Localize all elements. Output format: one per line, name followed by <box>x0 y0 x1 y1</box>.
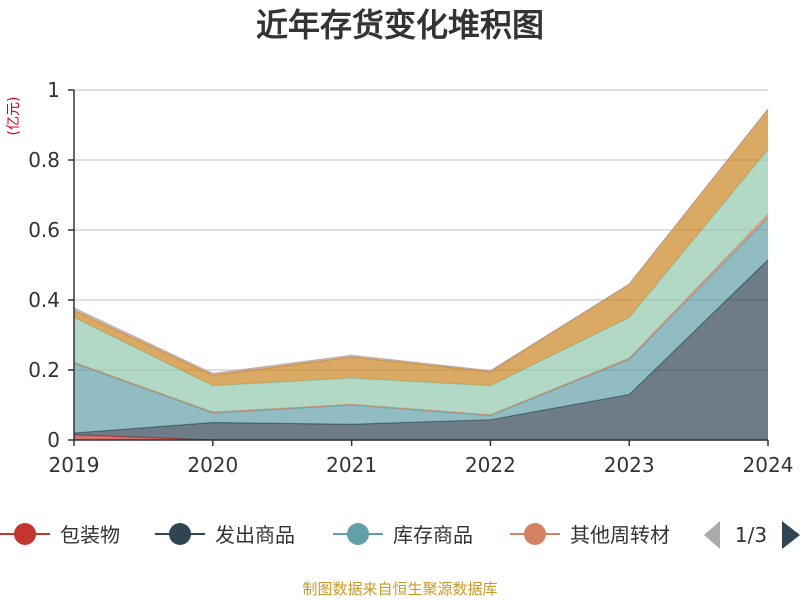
y-tick-label: 0 <box>47 428 60 452</box>
legend-item[interactable]: 其他周转材 <box>510 523 670 547</box>
legend-circle-icon <box>524 523 546 545</box>
x-tick-label: 2023 <box>604 453 655 477</box>
legend-item[interactable]: 发出商品 <box>155 523 295 547</box>
legend-page-indicator: 1/3 <box>735 523 767 547</box>
legend-item[interactable]: 库存商品 <box>333 523 473 547</box>
legend-prev-button[interactable] <box>703 521 720 549</box>
legend-next-button[interactable] <box>782 521 800 549</box>
legend: 包装物 发出商品 库存商品 其他周转材 1/3 <box>0 521 800 549</box>
legend-item[interactable]: 包装物 <box>0 523 120 547</box>
axis-layer: 0 0.2 0.4 0.6 0.8 1 2019 2020 2021 2022 2023 2024 <box>28 78 793 477</box>
x-tick-label: 2019 <box>49 453 100 477</box>
area-line-6 <box>73 108 769 375</box>
y-tick-label: 0.8 <box>28 148 60 172</box>
area-series-1 <box>74 259 768 440</box>
legend-label: 包装物 <box>60 523 120 547</box>
area-layer <box>73 108 769 441</box>
area-series-2 <box>74 217 768 433</box>
x-tick-label: 2022 <box>465 453 516 477</box>
x-tick-label: 2024 <box>743 453 794 477</box>
triangle-right-icon[interactable] <box>782 521 800 549</box>
y-tick-label: 0.4 <box>28 288 60 312</box>
source-text: 制图数据来自恒生聚源数据库 <box>302 580 497 598</box>
legend-label: 库存商品 <box>393 523 473 547</box>
y-tick-label: 0.6 <box>28 218 60 242</box>
legend-label: 其他周转材 <box>570 523 670 547</box>
y-unit-label: (亿元) <box>6 97 22 136</box>
area-series-5 <box>74 109 768 386</box>
x-tick-label: 2020 <box>187 453 238 477</box>
x-tick-label: 2021 <box>326 453 377 477</box>
y-tick-label: 0.2 <box>28 358 60 382</box>
legend-circle-icon <box>347 523 369 545</box>
y-tick-label: 1 <box>47 78 60 102</box>
legend-items: 包装物 发出商品 库存商品 其他周转材 <box>0 523 670 547</box>
triangle-left-icon[interactable] <box>704 521 720 549</box>
legend-circle-icon <box>169 523 191 545</box>
chart-title: 近年存货变化堆积图 <box>256 6 544 44</box>
area-series-4 <box>74 149 768 415</box>
legend-label: 发出商品 <box>215 523 295 547</box>
legend-circle-icon <box>14 523 36 545</box>
